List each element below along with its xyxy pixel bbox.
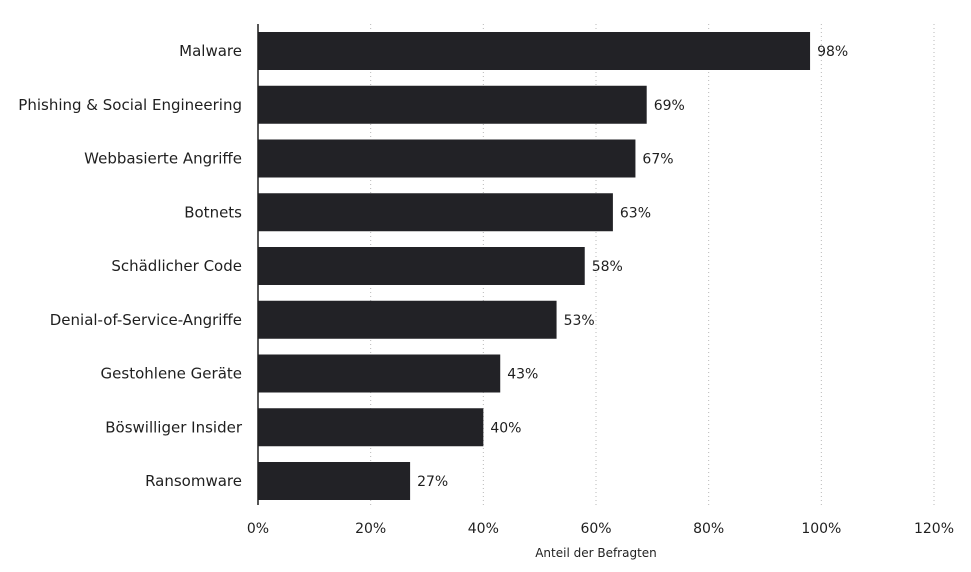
- category-labels: Malware Phishing & Social Engineering Webb…: [18, 42, 243, 490]
- category-label: Schädlicher Code: [111, 257, 242, 275]
- value-label: 69%: [654, 98, 685, 114]
- category-label: Ransomware: [145, 472, 242, 490]
- x-tick-label: 60%: [580, 521, 611, 537]
- x-tick-labels: 0% 20% 40% 60% 80% 100% 120%: [247, 521, 954, 537]
- bar[interactable]: [258, 408, 484, 447]
- value-label: 43%: [507, 367, 538, 383]
- bar[interactable]: [258, 85, 647, 124]
- category-label: Botnets: [184, 203, 242, 221]
- category-label: Webbasierte Angriffe: [84, 150, 242, 168]
- category-label: Malware: [179, 42, 242, 60]
- category-label: Gestohlene Geräte: [101, 365, 242, 383]
- x-tick-label: 100%: [801, 521, 841, 537]
- bar[interactable]: [258, 32, 811, 70]
- value-labels: 98% 69% 67% 63% 58% 53% 43% 40% 27%: [417, 44, 848, 490]
- bar[interactable]: [258, 139, 636, 178]
- x-tick-label: 0%: [247, 521, 269, 537]
- bar[interactable]: [258, 193, 613, 232]
- value-label: 40%: [490, 420, 521, 436]
- value-label: 63%: [620, 205, 651, 221]
- bar[interactable]: [258, 354, 501, 393]
- bar[interactable]: [258, 462, 411, 500]
- value-label: 67%: [642, 152, 673, 168]
- category-label: Phishing & Social Engineering: [18, 96, 242, 114]
- x-axis-title: Anteil der Befragten: [535, 546, 657, 560]
- value-label: 27%: [417, 474, 448, 490]
- category-label: Böswilliger Insider: [105, 418, 243, 436]
- category-label: Denial-of-Service-Angriffe: [50, 311, 242, 329]
- x-tick-label: 80%: [693, 521, 724, 537]
- x-tick-label: 120%: [914, 521, 954, 537]
- value-label: 98%: [817, 44, 848, 60]
- value-label: 58%: [592, 259, 623, 275]
- value-label: 53%: [564, 313, 595, 329]
- x-tick-label: 20%: [355, 521, 386, 537]
- bar[interactable]: [258, 300, 557, 339]
- bar[interactable]: [258, 247, 585, 285]
- x-tick-label: 40%: [468, 521, 499, 537]
- bars: [258, 32, 811, 500]
